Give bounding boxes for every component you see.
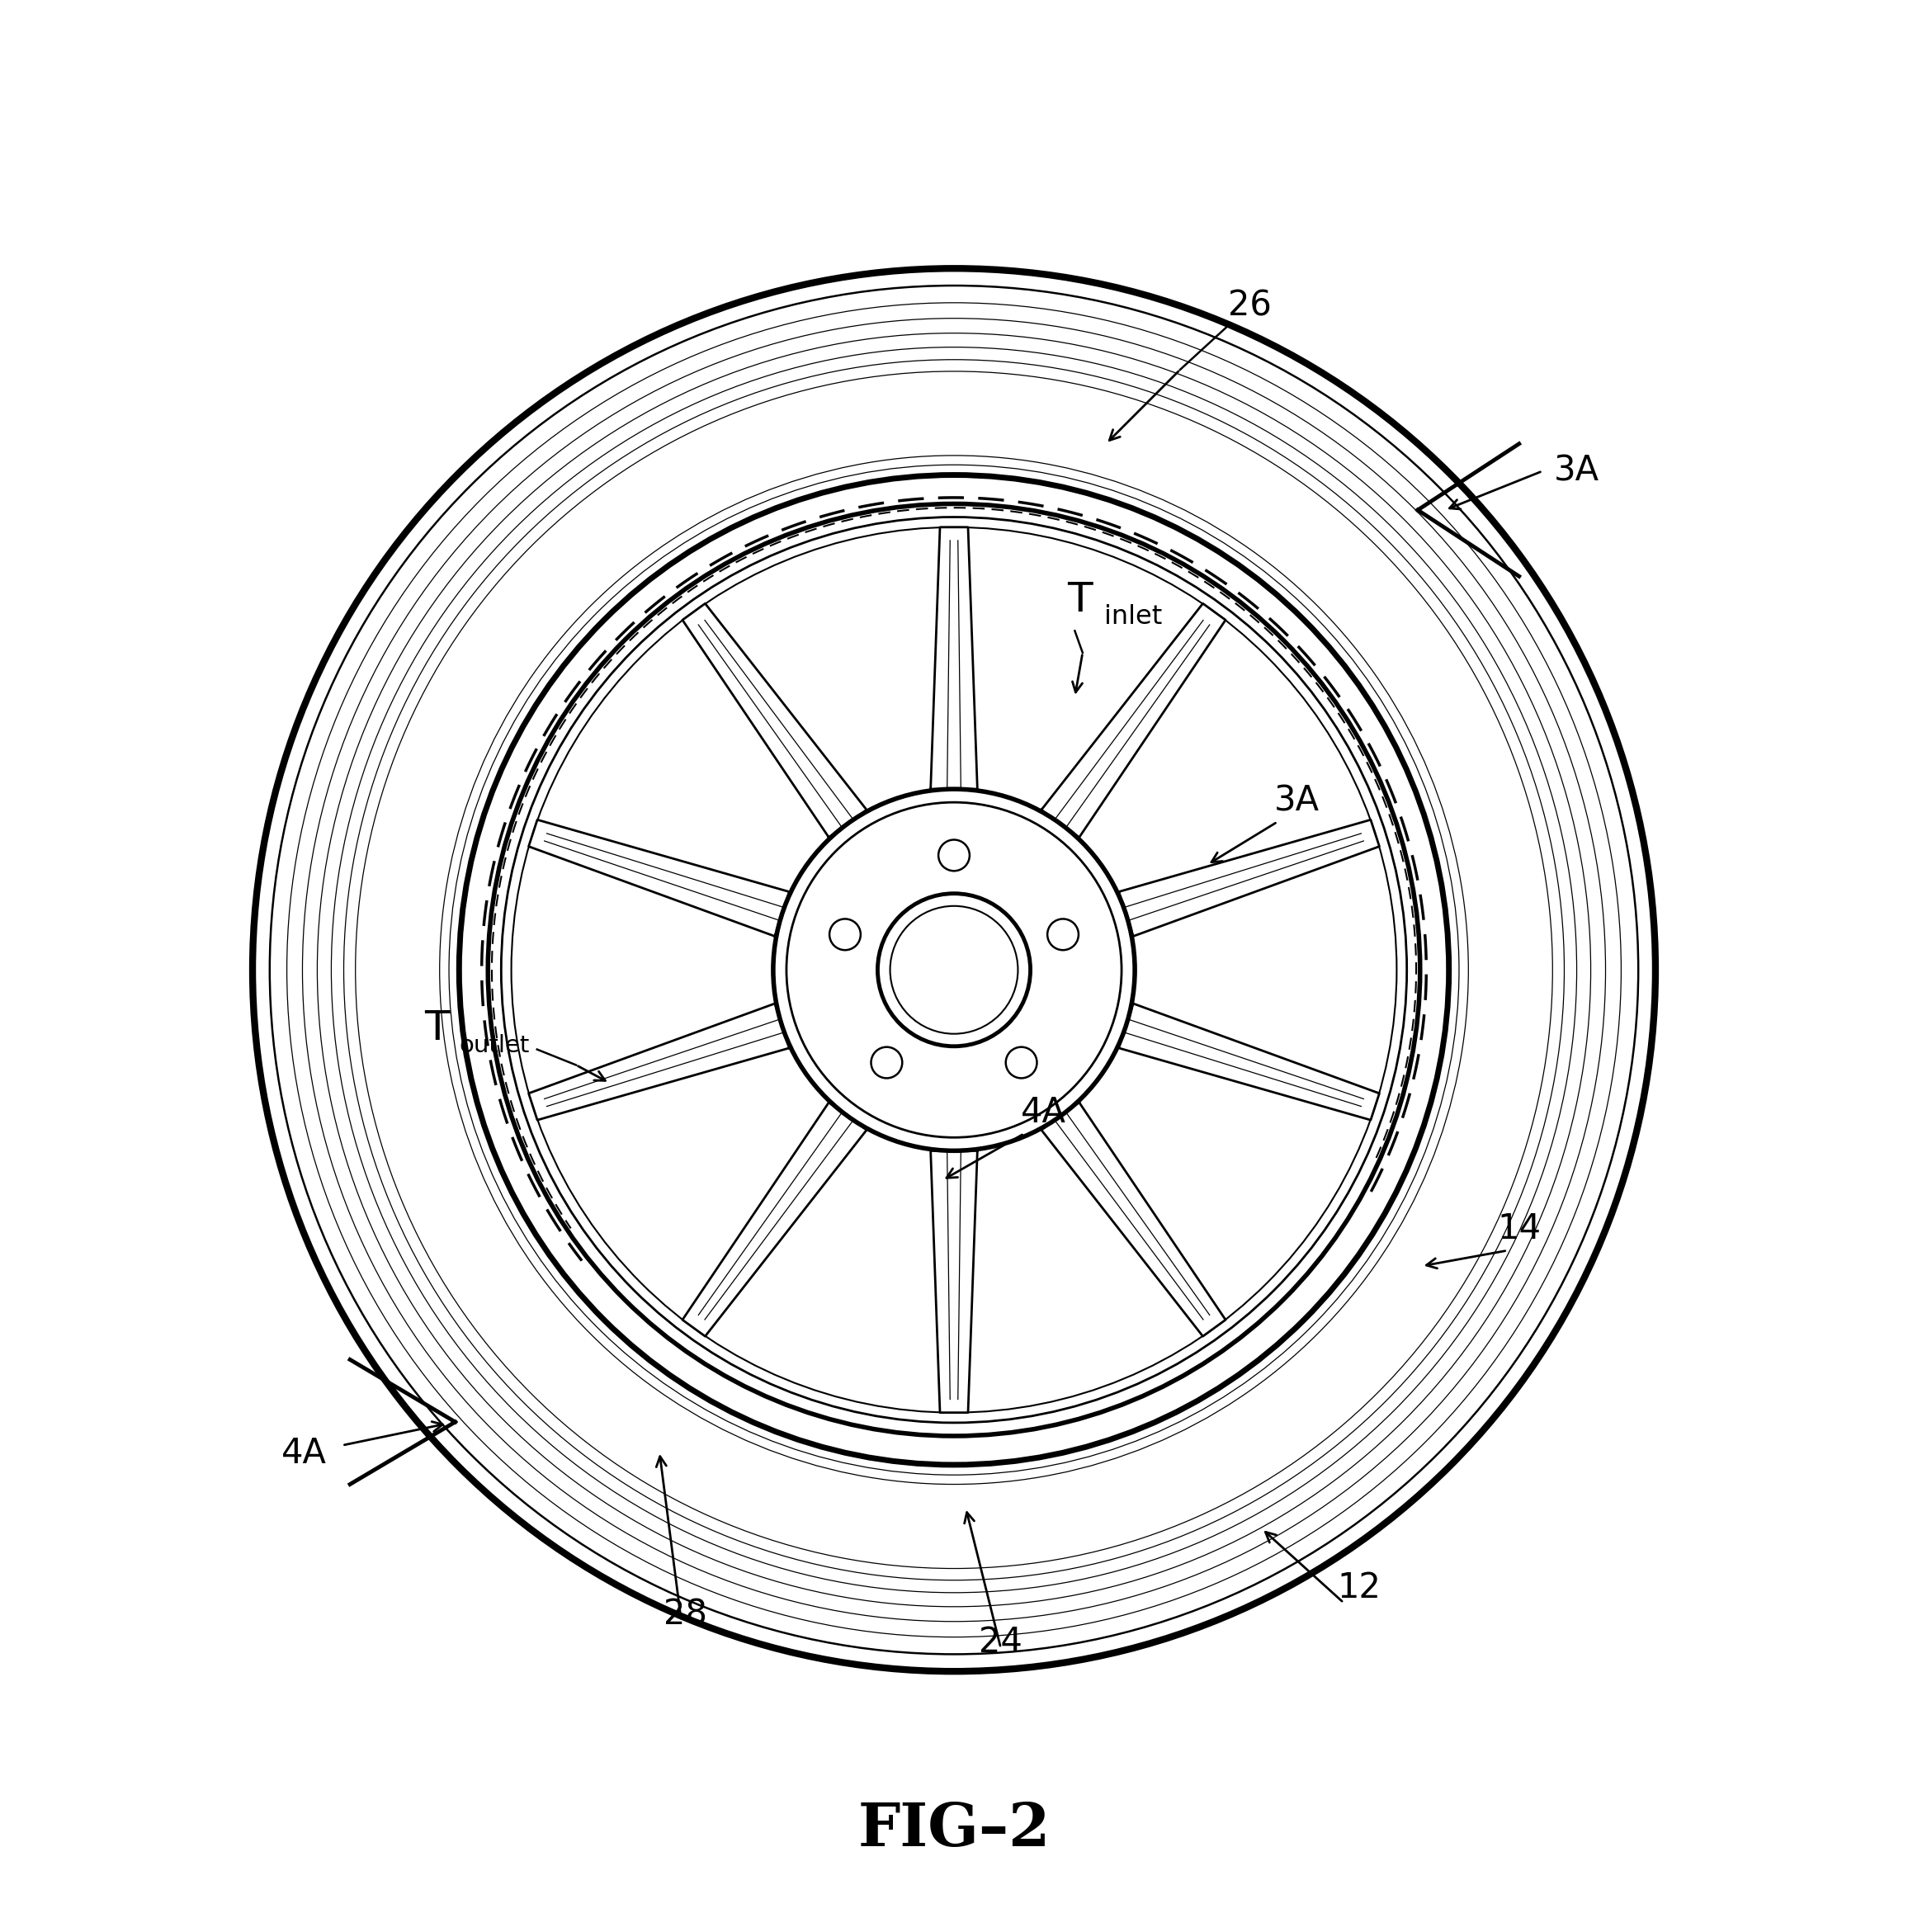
Text: 26: 26: [1229, 288, 1273, 323]
Text: 4A: 4A: [280, 1435, 326, 1470]
Polygon shape: [1042, 1103, 1225, 1337]
Text: 24: 24: [979, 1625, 1023, 1660]
Text: 12: 12: [1338, 1571, 1381, 1605]
Text: T: T: [424, 1009, 448, 1049]
Circle shape: [939, 840, 969, 871]
Polygon shape: [529, 1003, 790, 1121]
Polygon shape: [1118, 819, 1379, 937]
Circle shape: [252, 269, 1656, 1671]
Circle shape: [872, 1047, 902, 1078]
Polygon shape: [1118, 1003, 1379, 1121]
Polygon shape: [683, 603, 866, 837]
Circle shape: [878, 893, 1030, 1047]
Circle shape: [460, 475, 1448, 1464]
Text: 14: 14: [1498, 1211, 1542, 1246]
Polygon shape: [931, 1151, 977, 1412]
Text: 28: 28: [664, 1598, 708, 1633]
Circle shape: [773, 788, 1135, 1151]
Text: 4A: 4A: [1021, 1095, 1067, 1130]
Polygon shape: [683, 1103, 866, 1337]
Text: FIG–2: FIG–2: [859, 1801, 1049, 1859]
Polygon shape: [931, 527, 977, 788]
Text: 3A: 3A: [1275, 782, 1320, 817]
Polygon shape: [529, 819, 790, 937]
Circle shape: [1006, 1047, 1036, 1078]
Text: 3A: 3A: [1555, 454, 1599, 489]
Circle shape: [488, 504, 1420, 1435]
Text: inlet: inlet: [1105, 605, 1162, 630]
Circle shape: [1047, 920, 1078, 951]
Polygon shape: [1042, 603, 1225, 837]
Circle shape: [830, 920, 861, 951]
Text: outlet: outlet: [460, 1034, 530, 1057]
Text: T: T: [1067, 580, 1091, 620]
